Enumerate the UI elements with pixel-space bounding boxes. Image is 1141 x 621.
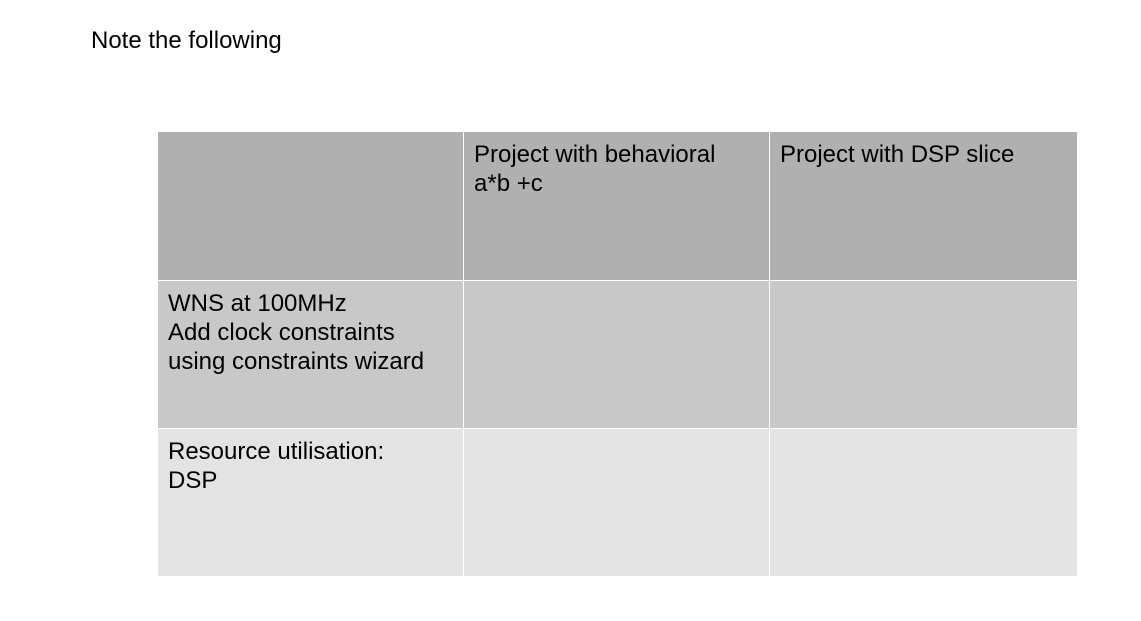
table-header-dsp-slice: Project with DSP slice — [770, 132, 1077, 280]
cell-resource-behavioral[interactable] — [464, 428, 770, 576]
cell-wns-dsp-slice[interactable] — [770, 280, 1077, 428]
table-header-behavioral: Project with behavioral a*b +c — [464, 132, 770, 280]
comparison-table: Project with behavioral a*b +c Project w… — [158, 132, 1077, 576]
page-heading: Note the following — [91, 27, 282, 54]
cell-resource-dsp-slice[interactable] — [770, 428, 1077, 576]
table-header-corner-cell — [158, 132, 464, 280]
row-label-resource-utilisation: Resource utilisation: DSP — [158, 428, 464, 576]
cell-wns-behavioral[interactable] — [464, 280, 770, 428]
row-label-wns: WNS at 100MHz Add clock constraints usin… — [158, 280, 464, 428]
